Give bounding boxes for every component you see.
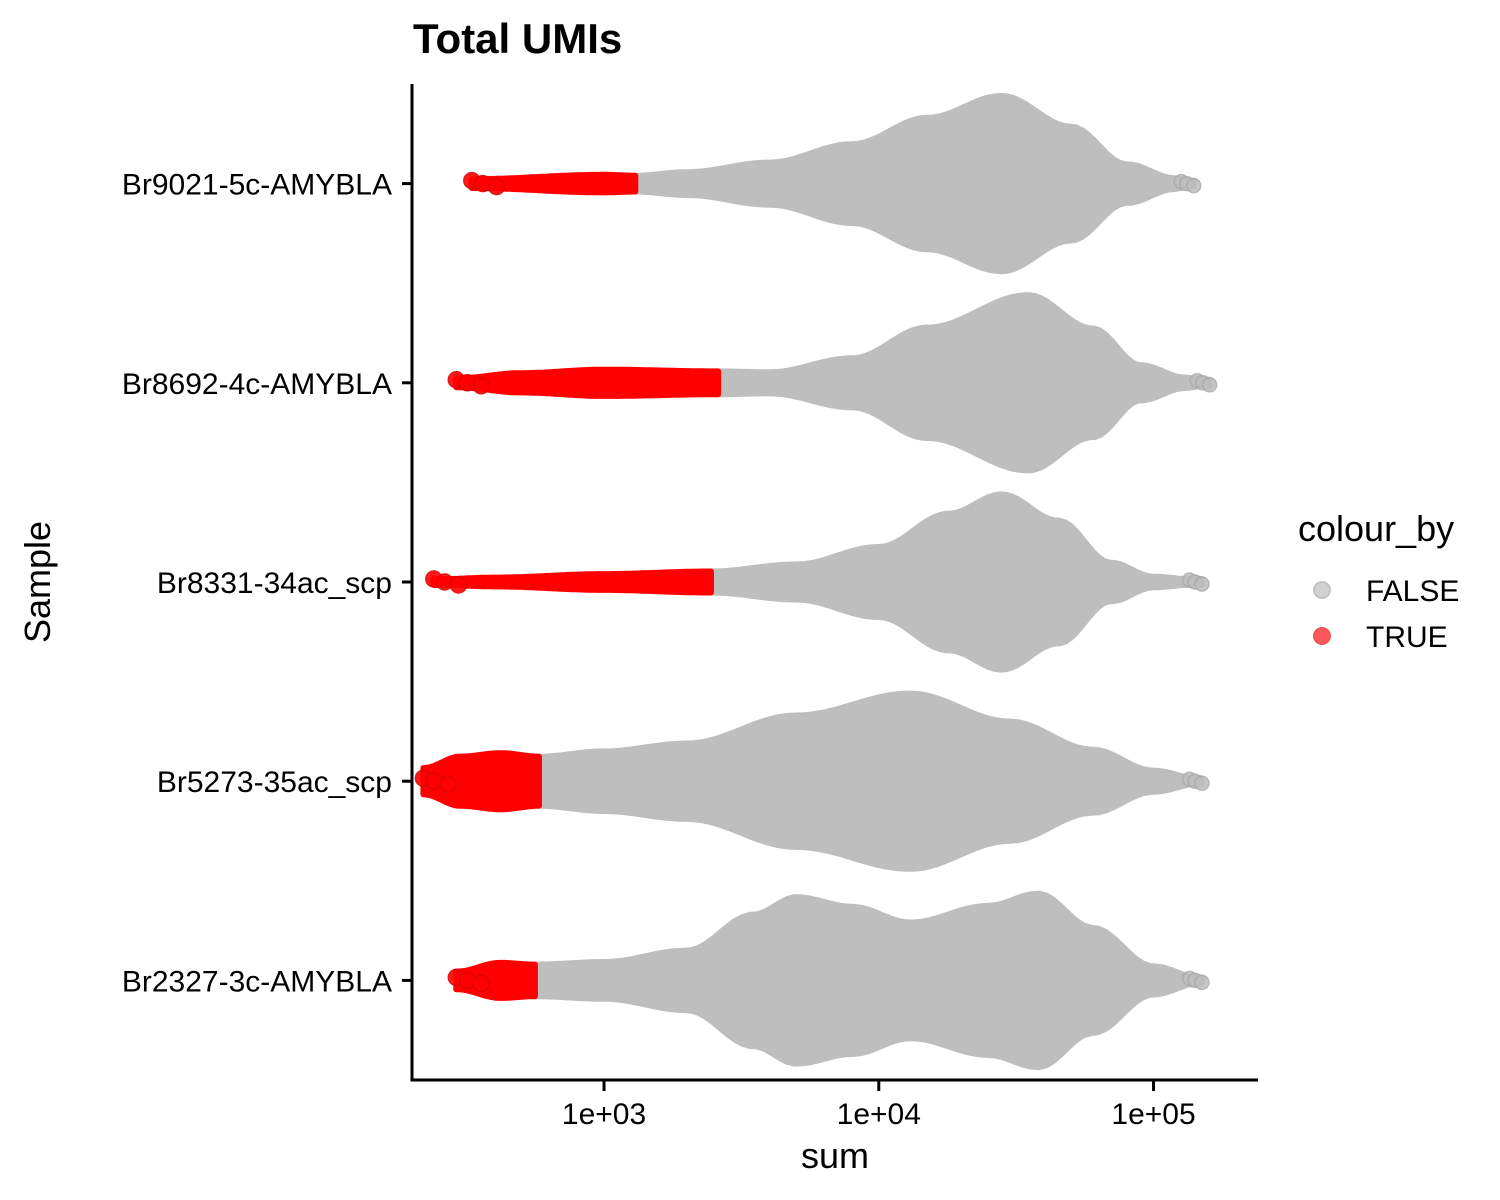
legend-key [1313, 581, 1331, 599]
y-tick-label: Br9021-5c-AMYBLA [122, 169, 392, 202]
point-true [472, 974, 490, 993]
x-tick-label: 1e+03 [562, 1098, 646, 1131]
point-false [1201, 377, 1218, 393]
x-axis-ticks: 1e+03 1e+04 1e+05 [562, 1080, 1196, 1131]
y-tick-label: Br8331-34ac_scp [157, 567, 392, 600]
point-true [449, 576, 468, 594]
violin-false-region [531, 890, 1205, 1071]
y-axis-ticks: Br9021-5c-AMYBLA Br8692-4c-AMYBLA Br8331-3… [122, 169, 412, 998]
x-tick-label: 1e+05 [1111, 1098, 1195, 1131]
y-tick-label: Br5273-35ac_scp [157, 766, 392, 799]
violin-false-region [715, 292, 1213, 474]
violin-Br5273-35ac_scp [414, 690, 1210, 872]
legend-entry-true: TRUE [1313, 621, 1448, 654]
violin-false-region [536, 690, 1205, 872]
legend-label: FALSE [1366, 575, 1459, 608]
chart-title: Total UMIs [413, 15, 622, 62]
legend-entry-false: FALSE [1313, 575, 1459, 608]
y-axis-title: Sample [17, 521, 58, 643]
violin-false-region [708, 491, 1205, 673]
plot-area [414, 93, 1218, 1071]
legend-label: TRUE [1366, 621, 1448, 654]
point-false [1194, 775, 1210, 791]
violin-Br8692-4c-AMYBLA [447, 292, 1218, 474]
violin-Br2327-3c-AMYBLA [447, 890, 1210, 1071]
x-axis-title: sum [801, 1135, 869, 1176]
y-tick-label: Br8692-4c-AMYBLA [122, 368, 392, 401]
violin-true-region [420, 750, 542, 813]
legend: colour_by FALSE TRUE [1298, 508, 1459, 654]
violin-Br9021-5c-AMYBLA [463, 93, 1202, 275]
x-tick-label: 1e+04 [837, 1098, 921, 1131]
point-false [1194, 974, 1210, 991]
violin-true-region [468, 171, 639, 196]
legend-entries: FALSE TRUE [1313, 575, 1459, 654]
legend-title: colour_by [1298, 508, 1454, 549]
legend-key [1313, 627, 1331, 645]
point-false [1185, 177, 1202, 194]
y-tick-label: Br2327-3c-AMYBLA [122, 965, 392, 998]
violin-Br8331-34ac_scp [425, 491, 1210, 673]
point-true [472, 377, 490, 395]
point-false [1194, 576, 1210, 592]
point-true [439, 775, 457, 793]
violin-false-region [632, 93, 1197, 275]
violin-true-region [430, 568, 714, 596]
point-true [487, 177, 506, 196]
violin-true-region [453, 366, 722, 399]
